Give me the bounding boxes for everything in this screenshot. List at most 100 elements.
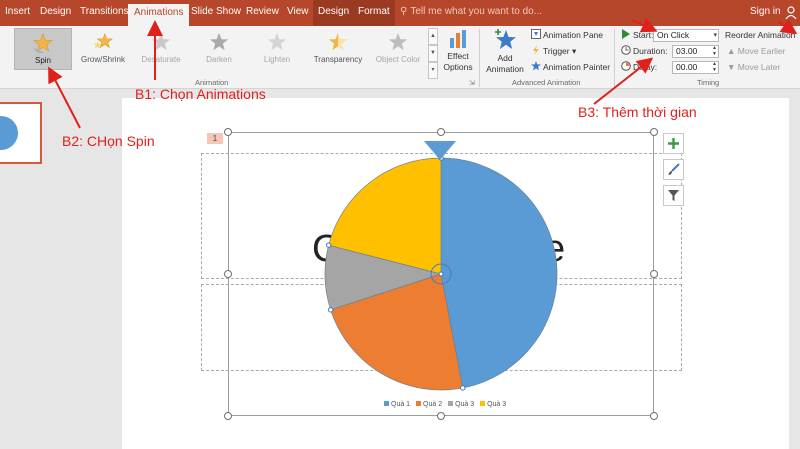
tab-chart-format[interactable]: Format	[353, 0, 395, 26]
reorder-label-text: Reorder Animation	[725, 30, 796, 40]
plus-icon	[668, 138, 679, 149]
legend-swatch	[384, 401, 389, 406]
move-later-label: Move Later	[737, 62, 781, 72]
chart-filters-button[interactable]	[663, 185, 684, 206]
effect-options-label1: Effect	[447, 51, 469, 61]
group-separator	[614, 29, 615, 87]
resize-handle-e[interactable]	[650, 270, 658, 278]
tab-chart-design[interactable]: Design	[313, 0, 355, 26]
animation-pane-label: Animation Pane	[543, 30, 604, 40]
trigger-button[interactable]: Trigger ▾	[531, 45, 576, 57]
lighten-star-icon	[267, 32, 287, 51]
tab-slide-show[interactable]: Slide Show	[191, 6, 242, 17]
gallery-label: Darken	[206, 55, 232, 64]
legend-entry: Quà 2	[423, 401, 443, 408]
clock-icon	[621, 45, 631, 55]
chart-elements-button[interactable]	[663, 133, 684, 154]
gallery-item-darken[interactable]: Darken	[192, 28, 246, 70]
gallery-item-object-color[interactable]: Object Color	[370, 28, 426, 70]
animation-dialog-launcher-icon[interactable]: ⇲	[469, 80, 475, 87]
duration-input[interactable]: 03.00 ▲ ▼	[672, 45, 719, 58]
chart-selection-frame[interactable]	[228, 132, 654, 416]
gallery-more-icon[interactable]: ▾	[428, 62, 438, 79]
tell-me-search[interactable]: ⚲ Tell me what you want to do...	[400, 6, 542, 17]
add-animation-label1: Add	[497, 53, 513, 63]
legend-entry: Quà 1	[391, 401, 411, 408]
gallery-scroll[interactable]: ▲ ▼ ▾	[428, 28, 438, 80]
resize-handle-n[interactable]	[437, 128, 445, 136]
gallery-item-lighten[interactable]: Lighten	[250, 28, 304, 70]
start-label-text: Start:	[633, 30, 654, 40]
resize-handle-sw[interactable]	[224, 412, 232, 420]
effect-options-button[interactable]: Effect Options	[440, 28, 476, 73]
legend-entry: Quà 3	[455, 401, 475, 408]
duration-value: 03.00	[676, 46, 698, 56]
gallery-label: Desaturate	[141, 55, 181, 64]
effect-options-icon	[450, 30, 466, 48]
add-animation-star-icon	[495, 29, 516, 49]
resize-handle-ne[interactable]	[650, 128, 658, 136]
grow-shrink-star-icon	[93, 32, 113, 49]
resize-handle-w[interactable]	[224, 270, 232, 278]
object-color-star-icon	[388, 32, 408, 51]
tab-view[interactable]: View	[287, 6, 309, 17]
gallery-item-spin[interactable]: Spin	[14, 28, 72, 70]
delay-clock-icon	[621, 61, 631, 71]
stepper-arrows-icon[interactable]: ▲ ▼	[712, 61, 717, 73]
lightbulb-icon: ⚲	[400, 6, 408, 17]
legend-entry: Quà 3	[487, 401, 507, 408]
stepper-arrows-icon[interactable]: ▲ ▼	[712, 45, 717, 57]
move-earlier-label: Move Earlier	[737, 46, 786, 56]
move-earlier-button[interactable]: ▲ Move Earlier	[727, 45, 786, 57]
scroll-down-icon[interactable]: ▼	[428, 45, 438, 62]
group-label-timing: Timing	[697, 78, 720, 87]
tab-design[interactable]: Design	[40, 6, 72, 17]
resize-handle-se[interactable]	[650, 412, 658, 420]
animation-pane-button[interactable]: Animation Pane	[531, 29, 603, 41]
tab-insert[interactable]: Insert	[5, 6, 31, 17]
delay-label-text: Delay:	[633, 62, 658, 72]
scroll-up-icon[interactable]: ▲	[428, 28, 438, 45]
play-icon	[622, 29, 630, 39]
triangle-up-icon: ▲	[727, 46, 738, 56]
legend-swatch	[416, 401, 422, 406]
sign-in-link[interactable]: Sign in	[750, 6, 781, 17]
tell-me-text: Tell me what you want to do...	[410, 6, 543, 17]
tab-transitions[interactable]: Transitions	[80, 6, 129, 17]
brush-icon	[668, 163, 680, 175]
gallery-label: Grow/Shrink	[80, 55, 125, 64]
gallery-item-transparency[interactable]: Transparency	[308, 28, 368, 70]
spin-star-icon	[33, 33, 53, 53]
gallery-label: Object Color	[375, 55, 421, 64]
user-icon[interactable]	[785, 6, 797, 19]
delay-input[interactable]: 00.00 ▲ ▼	[672, 61, 719, 74]
resize-handle-s[interactable]	[437, 412, 445, 420]
triangle-down-icon: ▼	[727, 62, 738, 72]
tab-review[interactable]: Review	[246, 6, 279, 17]
animation-painter-label: Animation Painter	[543, 62, 611, 72]
slide-thumbnail[interactable]	[0, 102, 42, 164]
group-separator	[479, 29, 480, 87]
gallery-item-desaturate[interactable]: Desaturate	[134, 28, 188, 70]
desaturate-star-icon	[151, 32, 171, 51]
resize-handle-nw[interactable]	[224, 128, 232, 136]
gallery-label: Lighten	[263, 55, 291, 64]
annotation-b2: B2: CHọn Spin	[62, 133, 155, 149]
annotation-b1: B1: Chọn Animations	[135, 86, 266, 102]
tab-animations[interactable]: Animations	[128, 4, 190, 26]
animation-painter-button[interactable]: Animation Painter	[531, 61, 610, 73]
transparency-star-icon	[328, 32, 348, 51]
start-dropdown[interactable]: On Click ▾	[653, 29, 719, 42]
add-animation-button[interactable]: Add Animation	[482, 28, 528, 75]
gallery-label: Spin	[34, 56, 51, 65]
start-label: Start:	[621, 29, 653, 41]
animation-order-badge[interactable]: 1	[207, 133, 223, 144]
move-later-button[interactable]: ▼ Move Later	[727, 61, 780, 73]
legend-swatch	[480, 401, 486, 406]
gallery-label: Transparency	[313, 55, 363, 64]
ribbon-tab-bar: Insert Design Transitions Animations Sli…	[0, 0, 800, 26]
chart-styles-button[interactable]	[663, 159, 684, 180]
chart-legend[interactable]: Quà 1 Quà 2 Quà 3 Quà 3	[380, 401, 506, 408]
thumbnail-pie-preview	[0, 116, 18, 150]
gallery-item-grow-shrink[interactable]: Grow/Shrink	[74, 28, 132, 70]
